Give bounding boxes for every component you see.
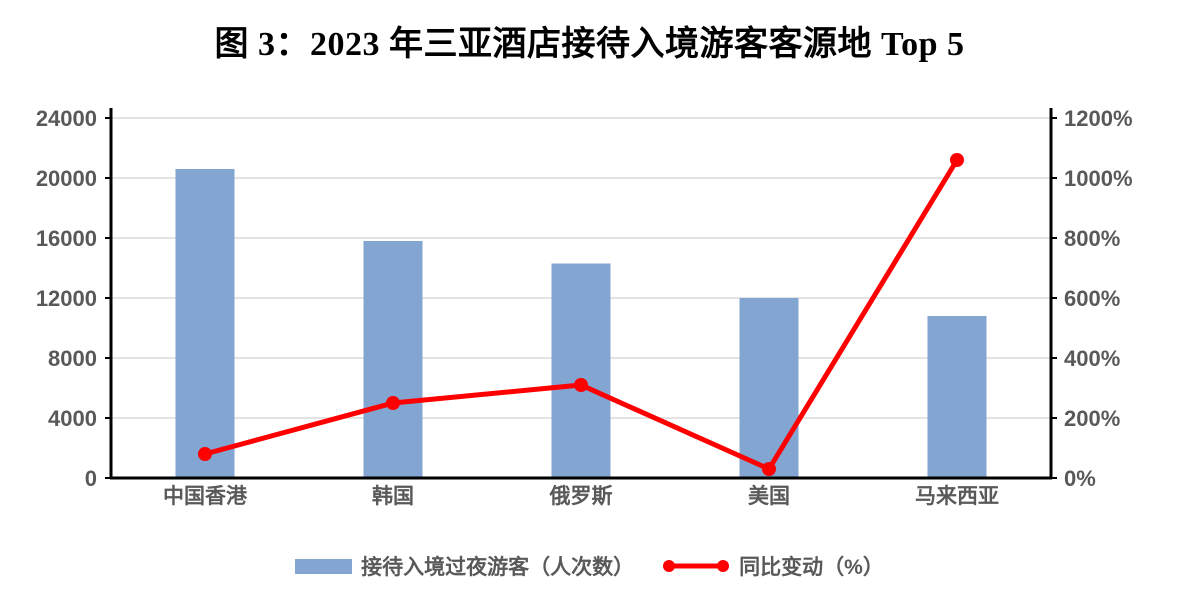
legend-label-line: 同比变动（%）	[739, 556, 884, 579]
bar-马来西亚	[927, 316, 987, 478]
right-axis-tick-label: 0%	[1064, 466, 1096, 491]
category-label-俄罗斯: 俄罗斯	[549, 484, 613, 508]
bar-美国	[739, 298, 799, 478]
bar-俄罗斯	[551, 263, 611, 478]
right-axis-tick-label: 600%	[1064, 286, 1120, 311]
legend-item-line: 同比变动（%）	[662, 551, 884, 581]
bar-series-swatch-icon	[295, 558, 353, 574]
right-axis-tick-label: 400%	[1064, 346, 1120, 371]
left-axis-tick-label: 8000	[48, 346, 97, 371]
left-axis-tick-label: 4000	[48, 406, 97, 431]
right-axis-tick-label: 800%	[1064, 226, 1120, 251]
category-label-韩国: 韩国	[372, 484, 414, 508]
category-label-中国香港: 中国香港	[163, 484, 248, 508]
left-axis-tick-label: 16000	[36, 226, 97, 251]
line-marker-俄罗斯	[574, 378, 588, 392]
legend-label-bars: 接待入境过夜游客（人次数）	[361, 556, 635, 579]
chart-canvas: 0 4000 8000 12000 16000 20000 24000 0% 200% 400% 6…	[36, 106, 1133, 508]
category-label-马来西亚: 马来西亚	[915, 484, 999, 508]
line-marker-美国	[762, 462, 776, 476]
chart-legend: 接待入境过夜游客（人次数） 同比变动（%）	[0, 551, 1179, 581]
right-axis-tick-label: 1000%	[1064, 166, 1133, 191]
right-axis-tick-label: 1200%	[1064, 106, 1133, 131]
right-axis-tick-label: 200%	[1064, 406, 1120, 431]
chart-title: 图 3：2023 年三亚酒店接待入境游客客源地 Top 5	[214, 26, 965, 63]
line-marker-马来西亚	[950, 153, 964, 167]
left-axis-tick-label: 12000	[36, 286, 97, 311]
left-axis-tick-label: 20000	[36, 166, 97, 191]
line-series-swatch-icon	[663, 560, 730, 572]
line-marker-韩国	[386, 396, 400, 410]
line-marker-中国香港	[198, 447, 212, 461]
legend-item-bars: 接待入境过夜游客（人次数）	[295, 551, 634, 581]
bar-中国香港	[175, 169, 235, 478]
bar-韩国	[363, 241, 423, 478]
left-axis-tick-label: 0	[85, 466, 97, 491]
left-axis-tick-label: 24000	[36, 106, 97, 131]
category-label-美国: 美国	[748, 484, 790, 508]
